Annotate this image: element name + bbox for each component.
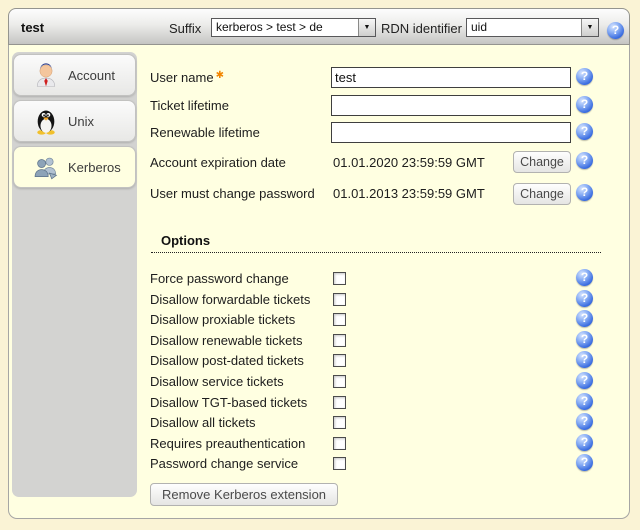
help-icon[interactable]: ? (576, 434, 593, 451)
option-label: Disallow forwardable tickets (150, 292, 311, 307)
option-row: Password change service ? (9, 454, 629, 476)
suffix-select-value: kerberos > test > de (216, 20, 323, 34)
tab-unix-label: Unix (68, 113, 95, 129)
option-label: Disallow service tickets (150, 374, 284, 389)
tux-penguin-icon (37, 110, 55, 135)
page-title: test (21, 20, 45, 35)
help-icon[interactable]: ? (576, 184, 593, 201)
help-icon[interactable]: ? (576, 393, 593, 410)
ticket-lifetime-label: Ticket lifetime (150, 98, 229, 113)
help-icon[interactable]: ? (576, 454, 593, 471)
option-row: Requires preauthentication ? (9, 434, 629, 456)
kerberos-tab-panel: Account Unix (8, 45, 630, 519)
disallow-tgt-based-checkbox[interactable] (333, 396, 346, 409)
tab-account[interactable]: Account (13, 54, 136, 96)
option-label: Disallow renewable tickets (150, 333, 303, 348)
disallow-forwardable-checkbox[interactable] (333, 293, 346, 306)
module-sidebar: Account Unix (12, 52, 137, 497)
help-icon[interactable]: ? (576, 290, 593, 307)
option-label: Disallow proxiable tickets (150, 312, 296, 327)
help-icon[interactable]: ? (576, 269, 593, 286)
help-icon[interactable]: ? (576, 152, 593, 169)
user-name-label: User name ✱ (150, 70, 224, 85)
change-password-date-button[interactable]: Change (513, 183, 571, 205)
disallow-renewable-checkbox[interactable] (333, 334, 346, 347)
help-icon[interactable]: ? (576, 372, 593, 389)
help-icon[interactable]: ? (576, 413, 593, 430)
rdn-identifier-label: RDN identifier (381, 21, 462, 36)
help-icon[interactable]: ? (576, 123, 593, 140)
help-icon[interactable]: ? (576, 331, 593, 348)
must-change-password-value: 01.01.2013 23:59:59 GMT (333, 186, 485, 201)
requires-preauth-checkbox[interactable] (333, 437, 346, 450)
tab-unix[interactable]: Unix (13, 100, 136, 142)
option-label: Force password change (150, 271, 289, 286)
tab-kerberos[interactable]: Kerberos (13, 146, 136, 188)
ticket-lifetime-input[interactable] (331, 95, 571, 116)
option-row: Disallow service tickets ? (9, 372, 629, 394)
password-change-service-checkbox[interactable] (333, 457, 346, 470)
title-bar: test Suffix kerberos > test > de ▼ RDN i… (8, 8, 630, 45)
help-icon[interactable]: ? (607, 22, 624, 39)
suffix-select[interactable]: kerberos > test > de ▼ (211, 18, 376, 37)
rdn-select-value: uid (471, 20, 488, 34)
account-user-icon (36, 63, 56, 87)
help-icon[interactable]: ? (576, 68, 593, 85)
option-label: Disallow post-dated tickets (150, 353, 304, 368)
option-row: Disallow proxiable tickets ? (9, 310, 629, 332)
account-expiration-value: 01.01.2020 23:59:59 GMT (333, 155, 485, 170)
user-name-input[interactable] (331, 67, 571, 88)
chevron-down-icon[interactable]: ▼ (581, 19, 598, 36)
required-asterisk: ✱ (215, 70, 224, 81)
option-row: Disallow TGT-based tickets ? (9, 393, 629, 415)
renewable-lifetime-label: Renewable lifetime (150, 125, 260, 140)
tab-kerberos-label: Kerberos (68, 159, 121, 175)
disallow-proxiable-checkbox[interactable] (333, 313, 346, 326)
help-icon[interactable]: ? (576, 351, 593, 368)
must-change-password-label: User must change password (150, 186, 315, 201)
force-password-change-checkbox[interactable] (333, 272, 346, 285)
option-label: Requires preauthentication (150, 436, 306, 451)
remove-kerberos-extension-button[interactable]: Remove Kerberos extension (150, 483, 339, 506)
option-label: Password change service (150, 456, 299, 471)
renewable-lifetime-input[interactable] (331, 122, 571, 143)
chevron-down-icon[interactable]: ▼ (358, 19, 375, 36)
disallow-postdated-checkbox[interactable] (333, 354, 346, 367)
option-label: Disallow TGT-based tickets (150, 395, 308, 410)
option-row: Force password change ? (9, 269, 629, 291)
option-row: Disallow forwardable tickets ? (9, 290, 629, 312)
help-icon[interactable]: ? (576, 310, 593, 327)
option-row: Disallow all tickets ? (9, 413, 629, 435)
options-section-title: Options (151, 233, 601, 253)
change-expiration-button[interactable]: Change (513, 151, 571, 173)
option-row: Disallow post-dated tickets ? (9, 351, 629, 373)
help-icon[interactable]: ? (576, 96, 593, 113)
disallow-service-checkbox[interactable] (333, 375, 346, 388)
tab-account-label: Account (68, 67, 115, 83)
option-row: Disallow renewable tickets ? (9, 331, 629, 353)
suffix-label: Suffix (169, 21, 202, 36)
account-expiration-label: Account expiration date (150, 155, 286, 170)
option-label: Disallow all tickets (150, 415, 256, 430)
kerberos-group-icon (34, 157, 58, 180)
disallow-all-tickets-checkbox[interactable] (333, 416, 346, 429)
rdn-identifier-select[interactable]: uid ▼ (466, 18, 599, 37)
